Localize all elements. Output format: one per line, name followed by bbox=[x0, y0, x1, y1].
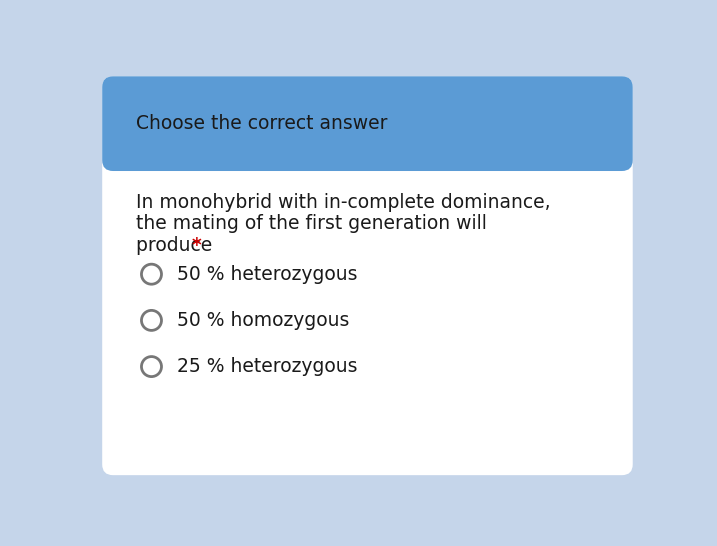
FancyBboxPatch shape bbox=[103, 76, 632, 475]
Text: the mating of the first generation will: the mating of the first generation will bbox=[136, 214, 487, 233]
Text: produce: produce bbox=[136, 236, 219, 254]
Text: 25 % heterozygous: 25 % heterozygous bbox=[177, 357, 357, 376]
Text: *: * bbox=[191, 236, 201, 254]
FancyBboxPatch shape bbox=[103, 76, 632, 171]
Text: 50 % homozygous: 50 % homozygous bbox=[177, 311, 349, 330]
Text: In monohybrid with in-complete dominance,: In monohybrid with in-complete dominance… bbox=[136, 193, 551, 211]
Text: Choose the correct answer: Choose the correct answer bbox=[136, 114, 388, 133]
Bar bbox=[113, 148, 622, 160]
Text: 50 % heterozygous: 50 % heterozygous bbox=[177, 265, 357, 284]
